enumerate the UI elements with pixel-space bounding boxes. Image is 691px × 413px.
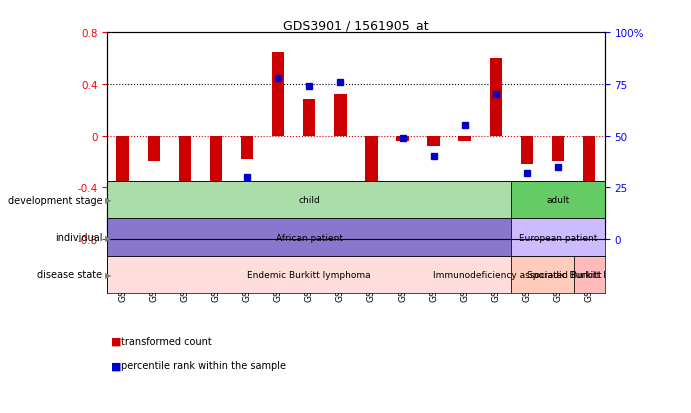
Text: development stage: development stage	[8, 195, 102, 205]
Bar	[303, 100, 315, 136]
Bar	[116, 136, 129, 198]
Bar	[107, 182, 511, 219]
Bar	[107, 219, 511, 256]
Text: ▶: ▶	[105, 196, 111, 205]
Bar	[397, 136, 408, 142]
Bar	[511, 219, 605, 256]
Text: ▶: ▶	[105, 270, 111, 279]
Text: child: child	[299, 196, 320, 205]
Bar	[427, 136, 439, 147]
Bar	[148, 136, 160, 162]
Text: ▶: ▶	[105, 233, 111, 242]
Text: adult: adult	[547, 196, 569, 205]
Bar	[459, 136, 471, 142]
Bar	[489, 59, 502, 136]
Text: Sporadic Burkitt lymphoma: Sporadic Burkitt lymphoma	[527, 270, 651, 279]
Text: individual: individual	[55, 233, 102, 242]
Bar	[210, 136, 222, 190]
Text: Endemic Burkitt lymphoma: Endemic Burkitt lymphoma	[247, 270, 371, 279]
Text: European patient: European patient	[519, 233, 597, 242]
Bar	[178, 136, 191, 204]
Bar	[272, 52, 285, 136]
Bar	[551, 136, 564, 162]
Text: ■: ■	[111, 361, 121, 370]
Title: GDS3901 / 1561905_at: GDS3901 / 1561905_at	[283, 19, 428, 32]
Bar	[521, 136, 533, 165]
Bar	[511, 182, 605, 219]
Text: African patient: African patient	[276, 233, 343, 242]
Text: Immunodeficiency associated Burkitt lymphoma: Immunodeficiency associated Burkitt lymp…	[433, 270, 652, 279]
Text: transformed count: transformed count	[121, 336, 211, 346]
Text: ■: ■	[111, 336, 121, 346]
Text: disease state: disease state	[37, 270, 102, 280]
Bar	[583, 136, 596, 204]
Bar	[334, 95, 346, 136]
Bar	[574, 256, 605, 293]
Bar	[365, 136, 377, 185]
Bar	[107, 256, 511, 293]
Text: percentile rank within the sample: percentile rank within the sample	[121, 361, 286, 370]
Bar	[240, 136, 253, 159]
Bar	[511, 256, 574, 293]
